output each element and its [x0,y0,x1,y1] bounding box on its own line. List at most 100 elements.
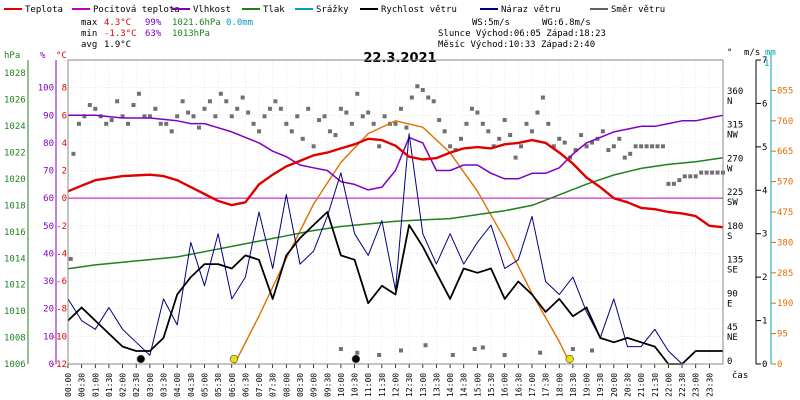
wind-direction-point [328,129,332,134]
stats-max-hum: 99% [145,18,162,28]
wind-direction-point [502,118,507,123]
stats-moon: Měsíc Východ:10:33 Západ:2:40 [438,40,595,50]
marker-moon [351,354,361,364]
wind-direction-point [562,140,567,145]
stats-min-label: min [81,29,97,39]
axis-hpa-label: hPa [4,51,20,61]
x-tick-label: 01:30 [105,373,114,397]
wind-direction-point [224,99,229,104]
wind-direction-point [278,106,283,111]
wind-direction-point [229,114,234,119]
wind-direction-series [68,84,725,357]
axis-hpa-tick: 1022 [4,149,26,159]
axis-temp-tick: -6 [56,277,67,287]
wind-direction-point [557,136,562,141]
wind-direction-point [639,144,644,149]
wind-direction-point [448,144,453,149]
x-tick-label: 00:00 [64,373,73,397]
x-tick-label: 22:00 [664,373,673,397]
axis-wm2-tick: 570 [777,178,793,188]
axis-dir-tick: 90 [727,289,738,299]
series-tlak [67,157,724,270]
axis-temp-tick: -8 [56,305,67,315]
wind-direction-point [68,256,73,261]
axis-wm2-tick: 475 [777,208,793,218]
stats-avg-temp: 1.9°C [104,40,131,50]
wind-direction-point [519,144,524,149]
wind-direction-point [644,144,649,149]
stats-block: max 4.3°C 99% 1021.6hPa 0.0mm min -1.3°C… [81,18,606,50]
axis-temp-label: °C [56,51,67,61]
axis-hpa-tick: 1006 [4,360,26,370]
wind-direction-point [120,114,125,119]
wind-direction-point [480,345,485,350]
wind-direction-point [409,95,414,100]
wind-direction-point [207,99,212,104]
x-tick-label: 21:00 [637,373,646,397]
wind-direction-point [180,99,185,104]
series-lines [67,114,724,365]
stats-sun: Slunce Východ:06:05 Západ:18:23 [438,29,606,39]
x-tick-label: 11:30 [378,373,387,397]
axis-temp-tick: -4 [56,249,67,259]
axis-ms-tick: 7 [762,56,767,66]
x-tick-label: 03:30 [160,373,169,397]
x-tick-label: 16:30 [514,373,523,397]
wind-direction-point [262,114,267,119]
wind-direction-point [257,129,262,134]
axis-dir-tick: 315 [727,121,743,131]
axis-temp-tick: 4 [62,139,67,149]
x-tick-label: 17:30 [542,373,551,397]
wind-direction-point [666,181,671,186]
wind-direction-point [633,144,638,149]
marker-sun [229,354,239,364]
wind-direction-point [131,103,136,108]
legend: Teplota Pocitová teplota Vlhkost Tlak Sr… [4,5,665,15]
wind-direction-point [459,136,463,141]
wind-direction-point [693,174,698,179]
axis-wm2-tick: 95 [777,330,788,340]
wind-direction-point [338,346,343,351]
x-tick-label: 12:00 [392,373,401,397]
wind-direction-point [322,114,327,119]
wind-direction-point [579,133,584,138]
wind-direction-point [699,170,704,175]
wind-direction-point [158,121,163,126]
wind-direction-point [715,170,720,175]
x-tick-label: 04:00 [173,373,182,397]
axis-pct-tick: 80 [43,139,54,149]
wind-direction-point [450,352,455,357]
axis-dir-tick: 180 [727,222,743,232]
axis-temp-tick: -10 [51,332,67,342]
wind-direction-point [628,151,633,156]
x-tick-label: 08:30 [296,373,305,397]
axis-wm2-tick: 760 [777,117,793,127]
wind-direction-point [398,106,403,111]
axis-hpa-tick: 1008 [4,334,26,344]
series-rychlost-větru [67,211,723,365]
x-tick-label: 22:30 [678,373,687,397]
x-tick-label: 16:00 [501,373,510,397]
axis-hpa-tick: 1014 [4,254,26,264]
wind-direction-point [295,114,300,119]
sun-moon-markers [136,354,574,364]
wind-direction-point [136,91,141,96]
stats-min-temp: -1.3°C [104,29,137,39]
x-tick-label: 20:00 [610,373,619,397]
axis-pct-tick: 10 [43,332,54,342]
legend-label-teplota: Teplota [25,5,63,15]
stats-wg: WG:6.8m/s [542,18,591,28]
x-tick-label: 23:30 [705,373,714,397]
axis-ms-tick: 1 [762,317,767,327]
wind-direction-point [538,350,543,355]
axis-pct-tick: 40 [43,249,54,259]
axis-pct-tick: 20 [43,305,54,315]
wind-direction-point [600,129,605,134]
x-tick-label: 02:00 [119,373,128,397]
x-tick-label: 09:00 [310,373,319,397]
wind-direction-point [115,99,120,104]
axis-temp-tick: 2 [62,167,67,177]
wind-direction-point [93,106,98,111]
